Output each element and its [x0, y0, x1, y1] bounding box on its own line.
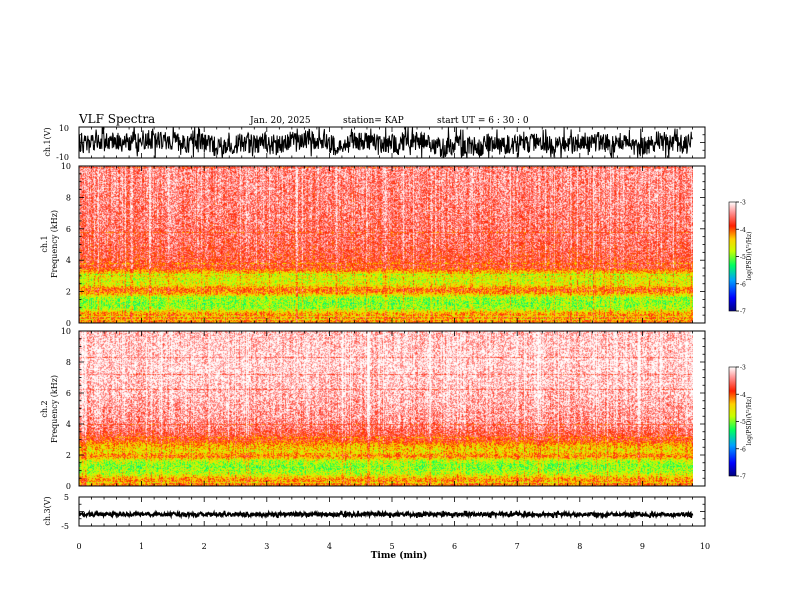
frequency-tick-label: 6 — [66, 225, 71, 234]
ch1-spectrogram-ticks — [78, 165, 706, 324]
frequency-tick-label: 8 — [66, 358, 71, 367]
ch1-spectrogram-ytick-labels: 10 8 6 4 2 0 — [61, 162, 71, 328]
time-axis-label: Time (min) — [371, 550, 428, 561]
frequency-tick-label: 8 — [66, 193, 71, 202]
ch3-ytick-bottom: -5 — [61, 522, 69, 531]
colorbar-tick-label: -3 — [740, 365, 746, 372]
time-tick-label: 2 — [202, 542, 207, 551]
frequency-tick-label: 2 — [66, 451, 71, 460]
frequency-tick-label: 4 — [66, 420, 71, 429]
time-axis-tick-labels: 0 1 2 3 4 5 6 7 8 9 10 — [76, 542, 710, 551]
colorbar-tick-label: -6 — [740, 281, 746, 288]
time-tick-label: 9 — [640, 542, 645, 551]
frequency-tick-label: 10 — [61, 162, 71, 171]
ch2-spectrogram-image — [79, 331, 693, 486]
time-tick-label: 6 — [452, 542, 457, 551]
date-label: Jan. 20, 2025 — [249, 116, 311, 126]
ch2-colorbar-label: log(PSD)(V²/Hz) — [746, 397, 753, 446]
colorbar-tick-label: -4 — [740, 392, 746, 399]
colorbar-tick-label: -7 — [740, 309, 746, 316]
time-tick-label: 8 — [577, 542, 582, 551]
ch3-waveform-line — [79, 509, 694, 520]
ch1-ytick-bottom: -10 — [56, 153, 69, 162]
frequency-tick-label: 0 — [66, 319, 71, 328]
ch2-spectrogram-panel: 10 8 6 4 2 0 ch.2 Frequency (kHz) -3 -4 -5 -6 -7 … — [40, 327, 753, 491]
time-tick-label: 10 — [700, 542, 710, 551]
station-label: station= KAP — [343, 116, 404, 126]
ch2-colorbar-scale — [728, 366, 737, 477]
figure-title: VLF Spectra — [78, 112, 155, 126]
ch1-waveform-ticks — [78, 126, 706, 159]
ch2-frequency-axis-label: Frequency (kHz) — [50, 375, 59, 443]
colorbar-tick-label: -5 — [740, 254, 746, 261]
ch1-colorbar-scale — [728, 201, 737, 312]
colorbar-tick-label: -4 — [740, 227, 746, 234]
time-tick-label: 4 — [327, 542, 332, 551]
frequency-tick-label: 2 — [66, 288, 71, 297]
frequency-tick-label: 0 — [66, 482, 71, 491]
start-time-label: start UT = 6 : 30 : 0 — [437, 116, 529, 126]
colorbar-tick-label: -7 — [740, 474, 746, 481]
ch3-waveform-ylabel: ch.3(V) — [43, 496, 52, 525]
ch1-spectrogram-image — [79, 166, 693, 323]
colorbar-tick-label: -3 — [740, 200, 746, 207]
ch1-waveform-panel: 10 -10 ch.1(V) — [43, 124, 706, 162]
ch2-spectrogram-ytick-labels: 10 8 6 4 2 0 — [61, 327, 71, 491]
frequency-tick-label: 6 — [66, 389, 71, 398]
ch1-colorbar: -3 -4 -5 -6 -7 log(PSD)(V²/Hz) — [728, 200, 753, 316]
ch3-waveform-panel: 5 -5 ch.3(V) — [43, 493, 706, 531]
ch2-colorbar: -3 -4 -5 -6 -7 log(PSD)(V²/Hz) — [728, 365, 753, 481]
ch1-channel-label: ch.1 — [40, 235, 49, 252]
frequency-tick-label: 10 — [61, 327, 71, 336]
ch1-spectrogram-panel: 10 8 6 4 2 0 ch.1 Frequency (kHz) -3 -4 -5 -6 -7 … — [40, 162, 753, 328]
time-tick-label: 3 — [264, 542, 269, 551]
ch1-colorbar-label: log(PSD)(V²/Hz) — [746, 232, 753, 281]
ch1-waveform-ylabel: ch.1(V) — [43, 127, 52, 156]
ch1-colorbar-ticks: -3 -4 -5 -6 -7 — [736, 200, 746, 316]
time-tick-label: 0 — [76, 542, 81, 551]
ch3-ytick-top: 5 — [64, 493, 69, 502]
ch2-spectrogram-ticks — [78, 330, 706, 487]
frequency-tick-label: 4 — [66, 256, 71, 265]
ch3-waveform-ticks — [78, 496, 706, 527]
time-tick-label: 5 — [389, 542, 394, 551]
time-tick-label: 7 — [515, 542, 520, 551]
colorbar-tick-label: -5 — [740, 419, 746, 426]
time-tick-label: 1 — [139, 542, 144, 551]
ch2-channel-label: ch.2 — [40, 400, 49, 417]
colorbar-tick-label: -6 — [740, 446, 746, 453]
ch2-colorbar-ticks: -3 -4 -5 -6 -7 — [736, 365, 746, 481]
ch1-waveform-line — [79, 127, 693, 158]
ch1-frequency-axis-label: Frequency (kHz) — [50, 210, 59, 278]
ch1-ytick-top: 10 — [59, 124, 69, 133]
